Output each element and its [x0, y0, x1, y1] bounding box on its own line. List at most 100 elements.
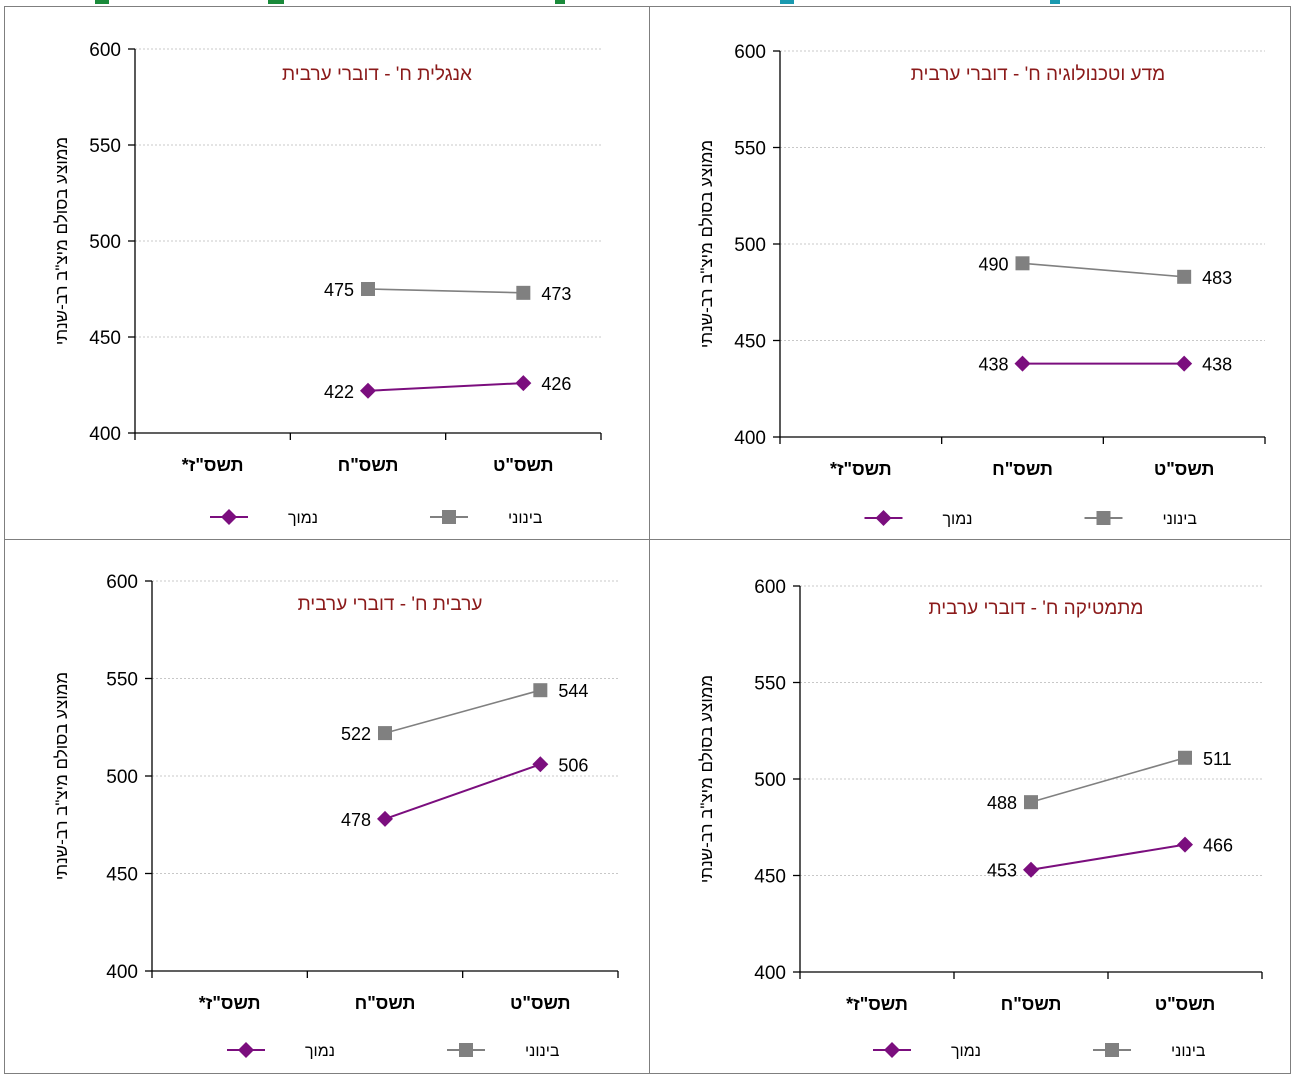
data-point — [516, 285, 531, 300]
y-tick-label: 500 — [734, 235, 766, 256]
data-label: 473 — [541, 284, 571, 304]
data-point — [532, 756, 549, 773]
data-label: 506 — [558, 755, 588, 775]
legend-marker — [1096, 511, 1111, 525]
y-tick-label: 400 — [106, 962, 138, 983]
data-label: 422 — [324, 382, 354, 402]
legend-marker — [875, 510, 892, 526]
y-tick-label: 600 — [106, 572, 138, 593]
data-point — [1178, 750, 1192, 765]
chart-science: 400 450 500 550 600 תשס"ז* תשס"ח תשס"ט ממוצע בסו… — [697, 42, 1266, 528]
data-point — [1177, 836, 1193, 853]
chart-panel-science: 400 450 500 550 600 תשס"ז* תשס"ח תשס"ט ממוצע בסו… — [649, 6, 1291, 540]
data-point — [1176, 355, 1193, 372]
data-label: 522 — [341, 724, 371, 744]
category-label: תשס"ז* — [199, 993, 261, 1013]
chart-panel-math: 400 450 500 550 600 תשס"ז* תשס"ח תשס"ט ממוצע בסו… — [649, 539, 1291, 1074]
data-point — [378, 726, 392, 741]
chart-title: מתמטיקה ח' - דוברי ערבית — [928, 598, 1143, 619]
category-label: תשס"ט — [1154, 459, 1215, 479]
legend-label: בינוני — [1171, 1043, 1206, 1060]
data-label: 426 — [541, 374, 571, 394]
data-label: 483 — [1202, 268, 1232, 288]
category-label: תשס"ז* — [182, 455, 244, 475]
category-label: תשס"ח — [355, 993, 416, 1013]
category-label: תשס"ז* — [830, 459, 892, 479]
y-tick-label: 400 — [89, 424, 121, 445]
data-label: 438 — [1202, 355, 1232, 375]
data-point — [1177, 269, 1192, 284]
legend-label: בינוני — [508, 510, 543, 527]
y-tick-label: 550 — [734, 139, 766, 160]
data-label: 475 — [324, 280, 354, 300]
y-tick-label: 400 — [734, 428, 766, 449]
data-label: 488 — [987, 793, 1017, 813]
category-label: תשס"ח — [338, 455, 399, 475]
series-line — [367, 288, 524, 294]
y-tick-label: 450 — [106, 865, 138, 886]
legend-label: בינוני — [525, 1043, 560, 1060]
series-line — [1022, 262, 1185, 278]
legend-label: נמוך — [943, 511, 973, 528]
y-axis-title: ממוצע בסולם מיצ"ב רב-שנתי — [52, 672, 71, 880]
data-point — [361, 282, 375, 296]
series-line — [1030, 757, 1186, 803]
y-tick-label: 550 — [106, 670, 138, 691]
y-tick-label: 500 — [754, 770, 786, 791]
data-label: 453 — [987, 861, 1017, 881]
category-label: תשס"ט — [1155, 994, 1216, 1014]
y-axis-title: ממוצע בסולם מיצ"ב רב-שנתי — [697, 140, 716, 348]
clipped-header-strip — [0, 0, 1292, 6]
category-label: תשס"ח — [1001, 994, 1062, 1014]
y-tick-label: 500 — [106, 767, 138, 788]
chart-title: ערבית ח' - דוברי ערבית — [298, 594, 483, 615]
series-line — [384, 763, 541, 820]
chart-english: 400 450 500 550 600 תשס"ז* תשס"ח תשס"ט ממוצע בסו… — [52, 40, 602, 527]
legend-marker — [459, 1043, 473, 1057]
data-point — [1014, 355, 1031, 372]
data-point — [533, 683, 548, 698]
y-tick-label: 550 — [89, 136, 121, 157]
data-point — [377, 810, 393, 827]
legend-label: נמוך — [305, 1043, 335, 1060]
legend-marker — [221, 509, 237, 525]
y-axis-title: ממוצע בסולם מיצ"ב רב-שנתי — [52, 137, 71, 345]
chart-title: אנגלית ח' - דוברי ערבית — [282, 64, 472, 85]
data-point — [515, 375, 532, 392]
y-tick-label: 400 — [754, 963, 786, 984]
category-label: תשס"ט — [510, 993, 571, 1013]
y-tick-label: 450 — [754, 867, 786, 888]
category-label: תשס"ט — [493, 455, 554, 475]
data-label: 466 — [1203, 836, 1233, 856]
chart-arabic: 400 450 500 550 600 תשס"ז* תשס"ח תשס"ט ממוצע בסו… — [52, 572, 619, 1060]
series-line — [367, 382, 524, 392]
series-line — [384, 689, 541, 734]
y-tick-label: 600 — [734, 42, 766, 63]
legend-marker — [884, 1042, 900, 1058]
y-tick-label: 450 — [89, 328, 121, 349]
data-label: 490 — [978, 254, 1008, 274]
data-point — [1023, 861, 1039, 878]
category-label: תשס"ז* — [846, 994, 908, 1014]
y-axis-title: ממוצע בסולם מיצ"ב רב-שנתי — [697, 675, 716, 883]
legend-marker — [238, 1042, 254, 1058]
series-line — [1030, 843, 1186, 871]
legend-label: בינוני — [1163, 511, 1198, 528]
y-tick-label: 600 — [89, 40, 121, 61]
legend-label: נמוך — [951, 1043, 981, 1060]
legend-marker — [1105, 1043, 1119, 1057]
data-point — [360, 382, 376, 399]
category-label: תשס"ח — [992, 459, 1053, 479]
data-label: 511 — [1203, 749, 1232, 769]
y-tick-label: 550 — [754, 674, 786, 695]
chart-title: מדע וטכנולוגיה ח' - דוברי ערבית — [911, 64, 1165, 85]
chart-panel-arabic: 400 450 500 550 600 תשס"ז* תשס"ח תשס"ט ממוצע בסו… — [4, 539, 650, 1074]
y-tick-label: 600 — [754, 577, 786, 598]
y-tick-label: 500 — [89, 232, 121, 253]
legend-marker — [442, 510, 456, 524]
legend-label: נמוך — [288, 510, 318, 527]
y-tick-label: 450 — [734, 332, 766, 353]
data-label: 478 — [341, 810, 371, 830]
chart-math: 400 450 500 550 600 תשס"ז* תשס"ח תשס"ט ממוצע בסו… — [697, 577, 1263, 1060]
